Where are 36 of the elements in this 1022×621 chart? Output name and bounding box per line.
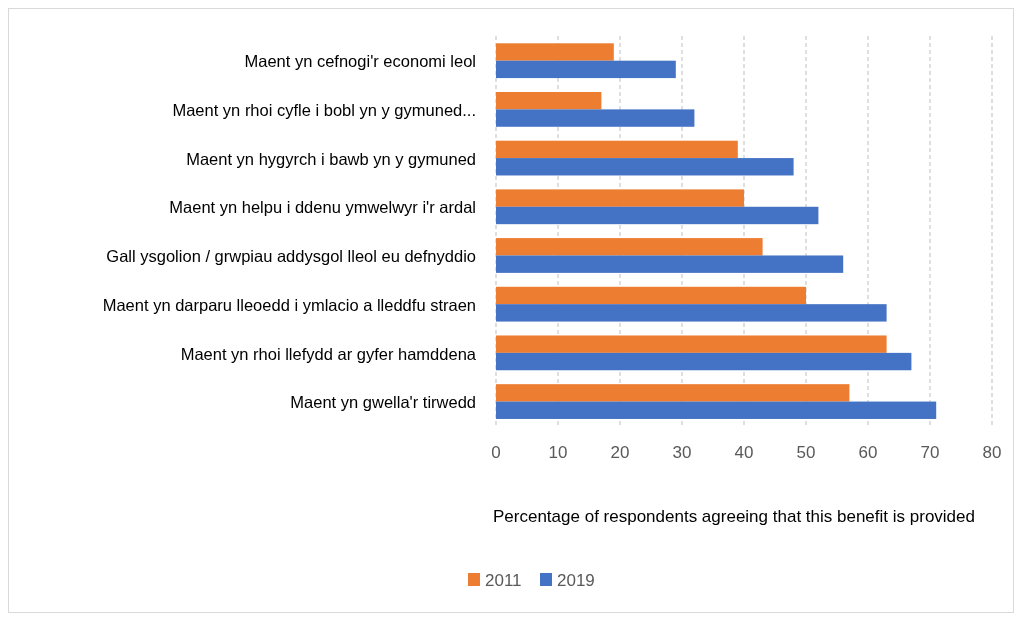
x-tick-label: 0	[491, 443, 501, 462]
x-tick-label: 40	[734, 443, 754, 462]
x-tick-label: 20	[610, 443, 630, 462]
y-tick-label: Maent yn rhoi cyfle i bobl yn y gymuned...	[172, 101, 476, 120]
bar	[496, 255, 844, 273]
legend-label: 2019	[557, 570, 595, 590]
y-tick-label: Maent yn darparu lleoedd i ymlacio a lleddfu straen	[102, 295, 476, 314]
bar	[496, 401, 937, 419]
bar	[496, 60, 676, 79]
bar	[496, 335, 887, 353]
x-tick-label: 70	[920, 443, 940, 462]
bar	[496, 189, 744, 207]
bar	[496, 352, 912, 371]
bar	[496, 206, 819, 225]
bar	[496, 384, 850, 402]
bar	[496, 109, 695, 127]
bar	[496, 158, 794, 176]
y-tick-label: Gall ysgolion / grwpiau addysgol lleol eu defnyddio	[106, 247, 476, 266]
x-tick-label: 60	[858, 443, 878, 462]
bar	[496, 92, 602, 110]
x-tick-label: 50	[796, 443, 816, 462]
y-tick-label: Maent yn gwella'r tirwedd	[290, 393, 476, 412]
y-tick-label: Maent yn helpu i ddenu ymwelwyr i'r ardal	[169, 198, 476, 217]
legend-label: 2011	[485, 570, 522, 590]
x-tick-label: 80	[982, 443, 1002, 462]
x-tick-label: 10	[548, 443, 568, 462]
bar	[496, 140, 738, 159]
x-tick-label: 30	[672, 443, 692, 462]
y-tick-label: Maent yn hygyrch i bawb yn y gymuned	[186, 149, 476, 168]
bar	[496, 43, 614, 61]
y-tick-label: Maent yn rhoi llefydd ar gyfer hamddena	[180, 344, 477, 363]
bar	[496, 286, 806, 305]
y-tick-label: Maent yn cefnogi'r economi leol	[244, 52, 476, 71]
bar	[496, 304, 887, 322]
x-axis-title: Percentage of respondents agreeing that this benefit is provided	[493, 507, 975, 526]
bar	[496, 238, 763, 256]
